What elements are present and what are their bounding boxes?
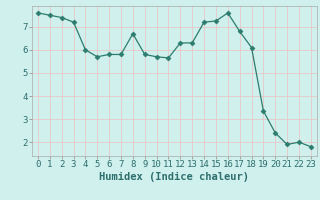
X-axis label: Humidex (Indice chaleur): Humidex (Indice chaleur) xyxy=(100,172,249,182)
